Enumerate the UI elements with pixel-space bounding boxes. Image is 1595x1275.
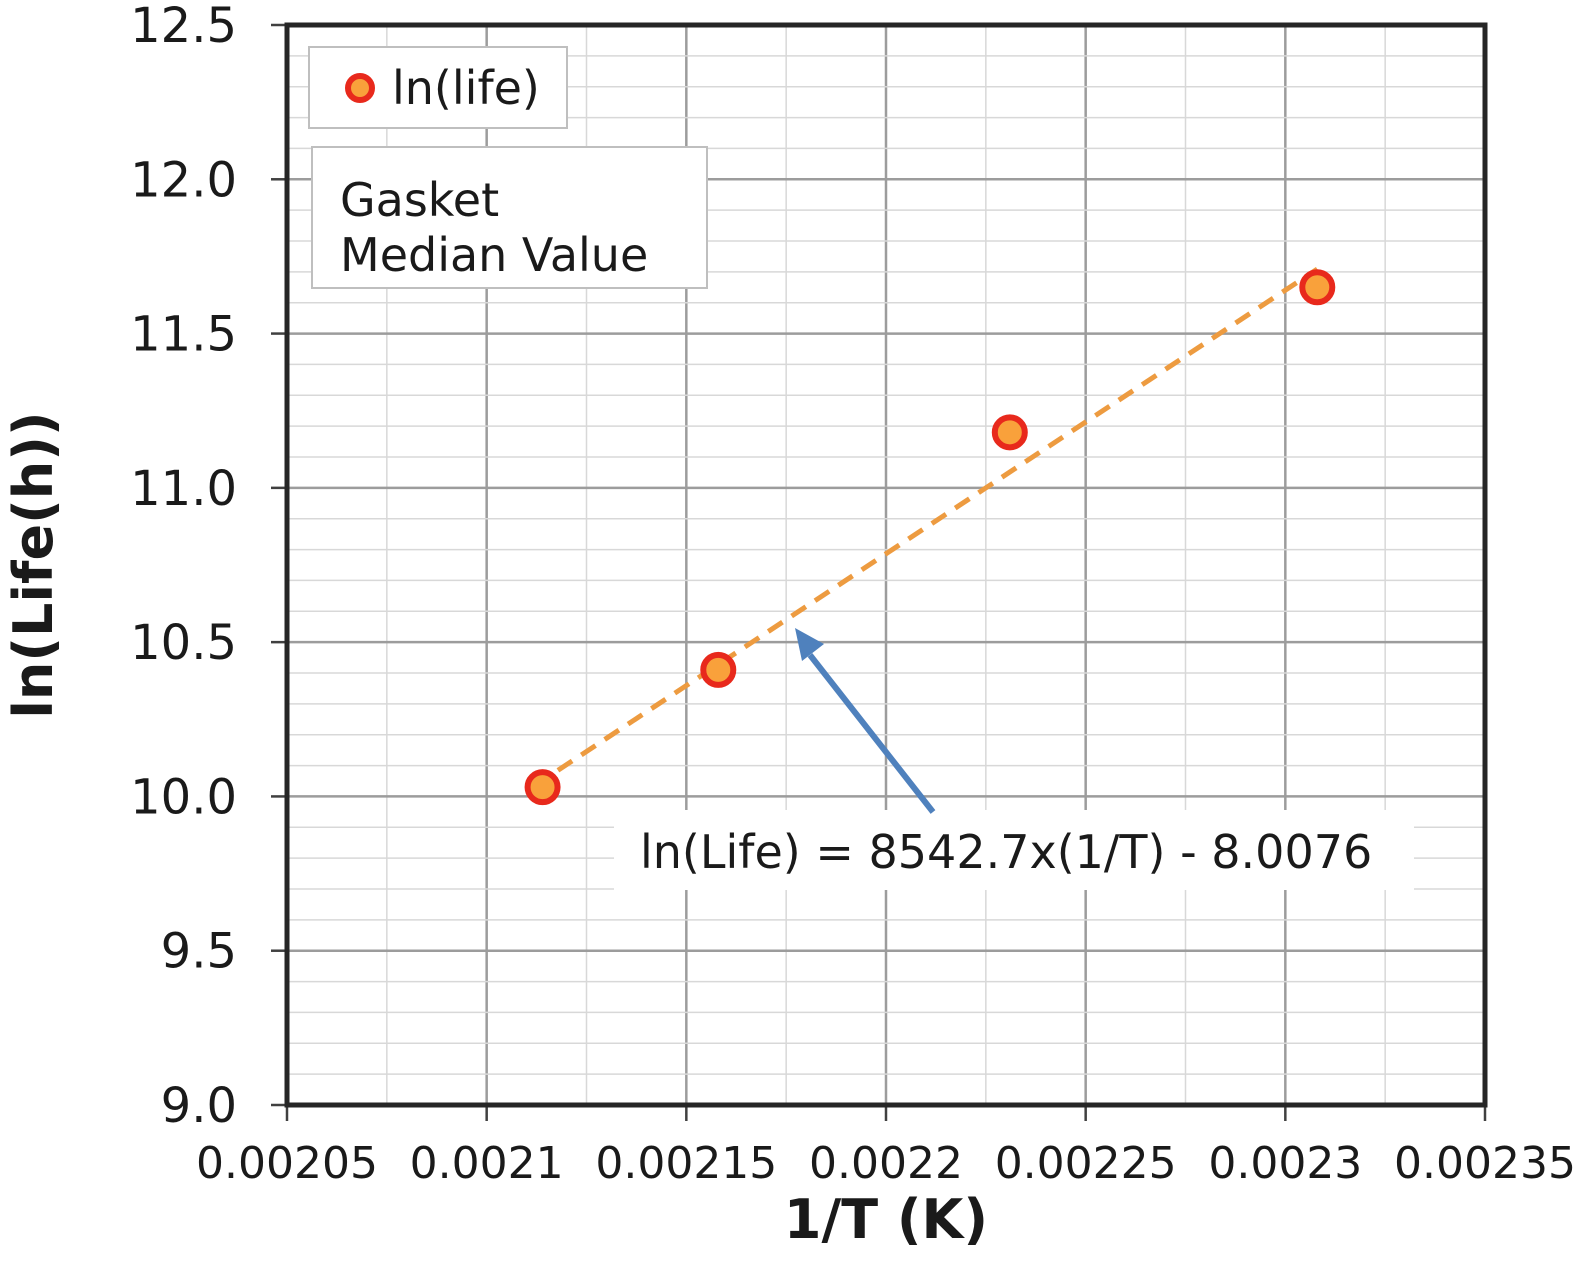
gasket-annotation-box: Gasket Median Value — [311, 146, 708, 289]
gasket-line-2: Median Value — [340, 228, 648, 282]
ticks-layer — [271, 23, 1487, 1121]
gridlines-layer — [287, 25, 1485, 1105]
x-tick-label: 0.00235 — [1394, 1138, 1576, 1189]
x-tick-label: 0.00225 — [995, 1138, 1177, 1189]
data-point — [991, 414, 1028, 451]
x-axis-title: 1/T (K) — [784, 1188, 988, 1251]
y-tick-label: 10.5 — [130, 615, 237, 671]
x-tick-label: 0.0021 — [410, 1138, 564, 1189]
y-axis-title: ln(Life(h)) — [2, 411, 65, 718]
trendline-equation: ln(Life) = 8542.7x(1/T) - 8.0076 — [640, 825, 1372, 879]
legend-label: ln(life) — [392, 61, 540, 115]
x-tick-label: 0.0023 — [1208, 1138, 1362, 1189]
legend-box: ln(life) — [308, 46, 568, 129]
x-tick-label: 0.00215 — [595, 1138, 777, 1189]
x-tick-label: 0.00205 — [196, 1138, 378, 1189]
trend-line — [533, 267, 1319, 788]
data-point — [1299, 269, 1336, 306]
legend-marker-icon — [345, 73, 375, 103]
y-tick-label: 11.0 — [130, 461, 237, 517]
annotation-arrow — [795, 628, 936, 814]
equation-background — [614, 810, 1414, 890]
data-points-layer — [524, 269, 1336, 806]
data-point — [700, 651, 737, 688]
y-tick-label: 10.0 — [130, 769, 237, 825]
data-point — [524, 769, 561, 806]
y-tick-label: 9.0 — [161, 1078, 237, 1134]
tick-labels-layer: 0.00205 0.0021 0.00215 0.0022 0.00225 0.0023 0… — [130, 0, 1576, 1189]
y-tick-label: 12.5 — [130, 0, 237, 54]
plot-border — [284, 22, 1488, 1108]
arrow-head-icon — [795, 628, 824, 661]
y-tick-label: 9.5 — [161, 924, 237, 980]
x-tick-label: 0.0022 — [809, 1138, 963, 1189]
y-tick-label: 12.0 — [130, 152, 237, 208]
y-tick-label: 11.5 — [130, 307, 237, 363]
gasket-line-1: Gasket — [340, 173, 499, 227]
